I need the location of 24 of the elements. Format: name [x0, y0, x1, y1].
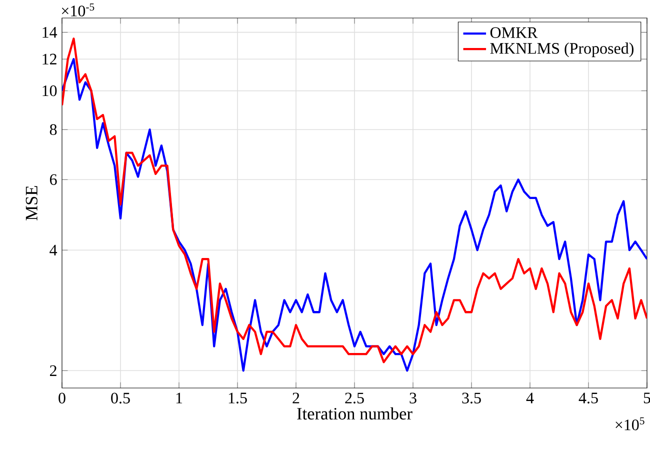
x-tick-label: 4.5	[578, 392, 598, 404]
y-tick-label: 12	[42, 54, 56, 64]
x-tick-label: 2.5	[345, 392, 364, 404]
y-tick-label: 6	[50, 174, 57, 185]
y-axis-title: MSE	[26, 186, 38, 220]
x-tick-label: 1.5	[228, 392, 247, 404]
x-tick-label: 3.5	[462, 392, 481, 404]
y-tick-label: 8	[50, 124, 57, 135]
legend-label: MKNLMS (Proposed)	[490, 42, 634, 58]
x-tick-label: 4	[526, 392, 534, 404]
y-tick-label: 2	[50, 365, 56, 376]
text: ×10$^{5}$	[616, 417, 644, 430]
y-tick-label: 10	[42, 85, 57, 96]
text: ×10$^{-5}$	[62, 3, 94, 16]
x-tick-label: 3	[410, 392, 416, 404]
x-axis-title: Iteration number	[297, 407, 412, 420]
x-tick-label: 0.5	[111, 392, 130, 404]
x-tick-label: 0	[58, 392, 66, 404]
x-tick-label: 2	[292, 392, 300, 404]
legend-label: OMKR	[490, 27, 538, 38]
x-tick-label: 5	[644, 392, 650, 404]
x-tick-label: 1	[176, 392, 182, 404]
y-tick-label: 14	[42, 27, 58, 38]
y-tick-label: 4	[50, 244, 58, 256]
